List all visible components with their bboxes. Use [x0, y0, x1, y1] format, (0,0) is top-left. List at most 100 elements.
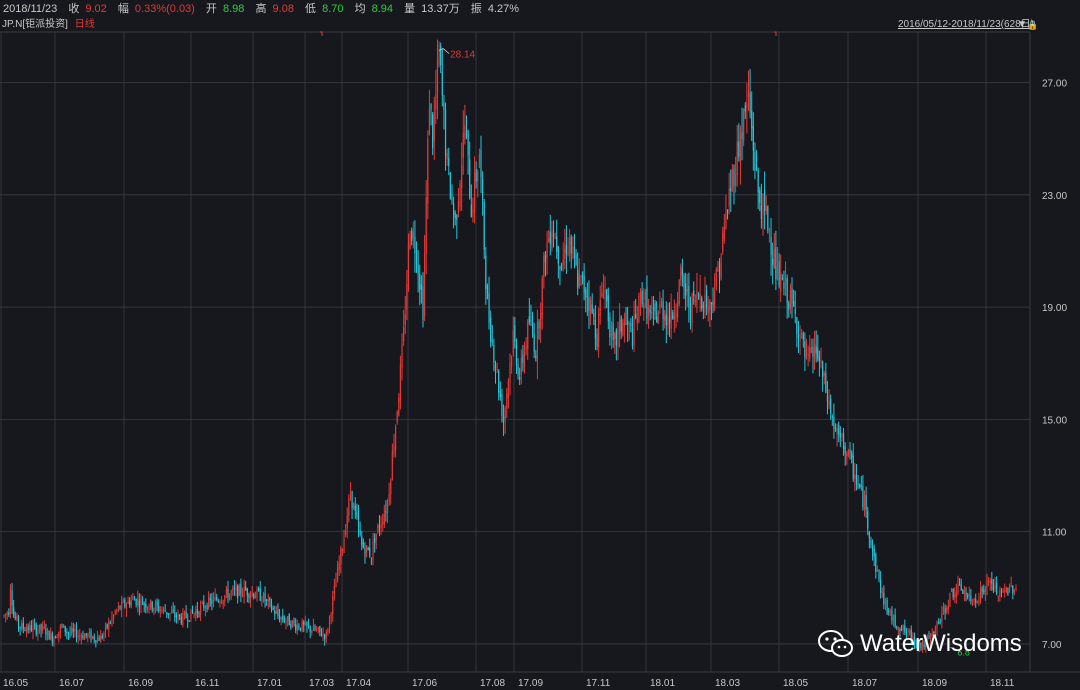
candle-body: [104, 625, 107, 632]
candle-body: [232, 588, 234, 591]
candle-body: [161, 609, 163, 612]
candle-body: [88, 632, 91, 636]
candle-body: [778, 260, 780, 287]
candle-body: [610, 326, 613, 336]
candle-body: [293, 621, 295, 624]
candle-body: [40, 624, 42, 631]
candle-body: [833, 416, 835, 429]
candle-body: [643, 303, 645, 309]
candle-body: [686, 289, 688, 293]
candle-body: [203, 601, 205, 609]
candle-body: [348, 497, 350, 516]
x-tick-label: 17.03: [309, 678, 334, 689]
period-selector[interactable]: 日线: [74, 19, 95, 30]
candle-body: [238, 585, 240, 596]
candle-body: [79, 635, 81, 637]
candle-body: [349, 493, 352, 495]
candle-body: [278, 615, 281, 621]
candle-body: [759, 189, 761, 204]
candle-body: [287, 616, 289, 620]
candle-body: [541, 277, 543, 318]
candle-body: [253, 593, 255, 598]
date-range-link[interactable]: 2016/05/12-2018/11/23(628日): [897, 19, 1034, 30]
candle-body: [74, 628, 76, 632]
candle-body: [828, 400, 830, 406]
candle-body: [206, 605, 208, 610]
candle-body: [8, 612, 10, 616]
candle-body: [865, 495, 867, 510]
candle-body: [907, 630, 909, 632]
candle-body: [535, 355, 537, 358]
candle-body: [316, 629, 318, 631]
candle-body: [733, 168, 735, 186]
candle-body: [25, 628, 28, 633]
candle-body: [667, 316, 669, 328]
candle-body: [834, 428, 837, 432]
candle-body: [504, 408, 506, 419]
candle-body: [612, 322, 614, 340]
candle-body: [988, 580, 990, 582]
candle-body: [696, 290, 698, 306]
candle-body: [100, 636, 102, 643]
candle-body: [720, 256, 722, 280]
candle-body: [746, 102, 748, 109]
candle-body: [538, 321, 540, 329]
candle-body: [578, 273, 580, 287]
candle-body: [573, 247, 576, 258]
candle-body: [314, 626, 316, 631]
candle-body: [201, 602, 203, 604]
candle-body: [531, 322, 534, 335]
candle-body: [46, 629, 49, 635]
y-tick-label: 23.00: [1042, 191, 1067, 202]
candle-body: [867, 511, 869, 529]
chevron-down-icon[interactable]: ▼: [1017, 19, 1027, 30]
candle-body: [258, 588, 260, 591]
candle-body: [137, 598, 139, 606]
candle-body: [842, 433, 845, 450]
candle-body: [472, 208, 474, 217]
candle-body: [108, 621, 110, 630]
candle-body: [406, 283, 408, 310]
candle-body: [507, 380, 509, 398]
ticker-symbol: JP.N: [2, 19, 23, 30]
candle-body: [127, 601, 129, 604]
candle-body: [1015, 588, 1017, 590]
candle-body: [382, 522, 384, 524]
close-value: 9.02: [85, 3, 107, 15]
x-tick-label: 18.09: [922, 678, 947, 689]
candle-body: [191, 610, 194, 614]
candle-body: [575, 254, 577, 266]
candle-body: [159, 609, 161, 611]
candle-body: [523, 350, 526, 368]
candle-body: [475, 169, 477, 182]
candle-body: [913, 637, 916, 644]
candle-body: [826, 395, 829, 402]
candle-body: [241, 594, 244, 597]
candle-body: [878, 570, 880, 580]
candle-body: [560, 263, 563, 270]
candle-body: [889, 609, 891, 611]
candle-body: [477, 170, 479, 182]
low-value: 8.70: [322, 3, 344, 15]
watermark-text: WaterWisdoms: [860, 630, 1022, 657]
candle-body: [391, 451, 393, 480]
candle-body: [631, 328, 634, 347]
lock-icon[interactable]: 🔒: [1027, 20, 1039, 30]
candle-body: [511, 357, 513, 367]
candle-body: [594, 319, 597, 339]
candle-body: [793, 301, 795, 307]
candle-body: [179, 614, 181, 617]
candle-body: [772, 259, 774, 265]
candle-body: [419, 273, 421, 290]
max-marker: [438, 48, 450, 54]
candle-body: [551, 231, 553, 249]
candle-body: [533, 333, 535, 353]
candle-body: [251, 592, 253, 595]
candle-body: [225, 589, 227, 594]
candle-body: [569, 241, 571, 244]
candle-body: [98, 637, 100, 641]
candle-body: [449, 172, 451, 199]
candle-body: [266, 599, 268, 601]
candle-body: [602, 290, 605, 299]
